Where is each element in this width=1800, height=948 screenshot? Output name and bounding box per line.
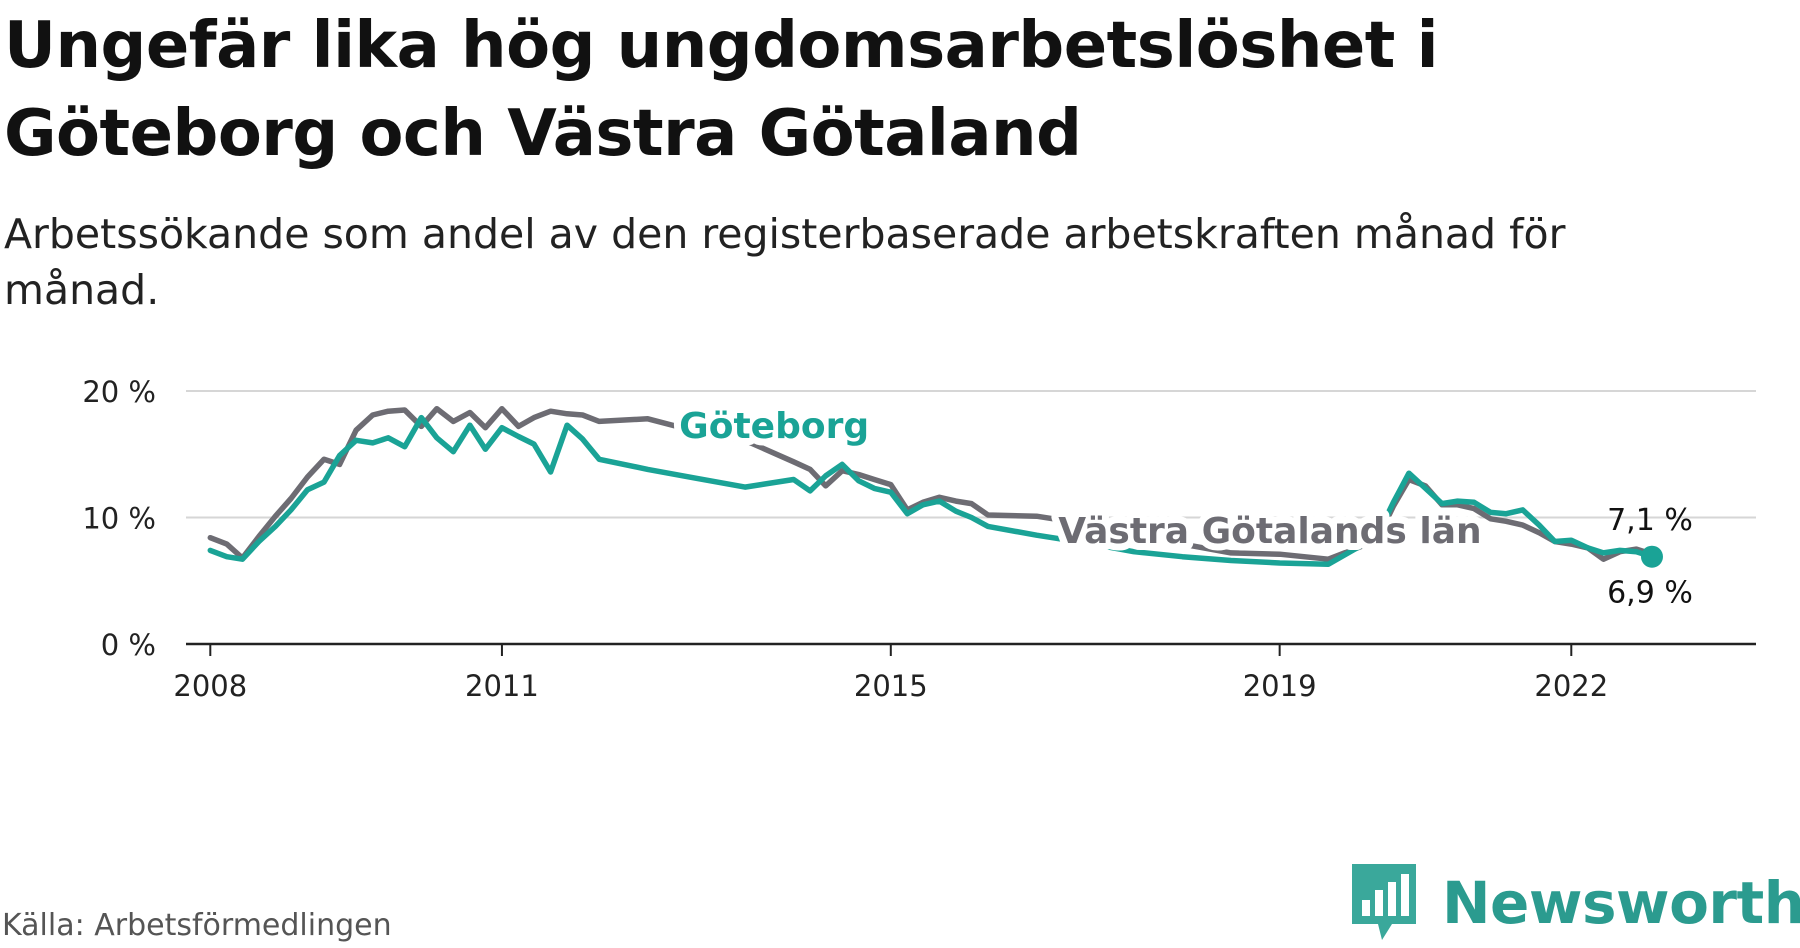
series-label-vastra-gotalands-lan-halo: Västra Götalands län	[1058, 511, 1481, 552]
x-tick-label: 2008	[173, 669, 247, 703]
series-label-goteborg: Göteborg	[679, 406, 869, 447]
series-label-vastra-gotalands-lan: Västra Götalands län	[1058, 511, 1481, 552]
x-tick-label: 2022	[1534, 669, 1608, 703]
newsworthy-logo-icon	[1352, 864, 1416, 940]
brand-name: Newsworthy	[1442, 869, 1800, 937]
end-value-label-goteborg: 6,9 %	[1607, 576, 1693, 611]
series-line-goteborg	[207, 414, 1655, 568]
series-end-point	[1640, 545, 1663, 568]
source-note: Källa: Arbetsförmedlingen	[2, 908, 392, 943]
series-label-goteborg-halo: Göteborg	[679, 406, 869, 447]
axes: 0 % 10 % 20 % 2008 2011 2015 2019 2022	[82, 375, 1756, 703]
grid	[186, 390, 1756, 519]
y-tick-label: 0 %	[101, 628, 156, 662]
series-line-vastra-gotalands-lan	[207, 405, 1655, 562]
brand-logo: Newsworthy	[1348, 860, 1800, 946]
x-tick-label: 2015	[854, 669, 928, 703]
x-tick-label: 2019	[1243, 669, 1317, 703]
series	[207, 405, 1663, 568]
chart-subtitle: Arbetssökande som andel av den registerb…	[4, 210, 1566, 314]
chart-title: Ungefär lika hög ungdomsarbetslöshet i G…	[4, 9, 1439, 171]
y-tick-label: 20 %	[82, 375, 156, 409]
end-value-label-vastra: 7,1 %	[1607, 503, 1693, 538]
y-tick-label: 10 %	[82, 502, 156, 536]
x-tick-label: 2011	[465, 669, 539, 703]
line-chart: 0 % 10 % 20 % 2008 2011 2015 2019 2022 Göteborg…	[82, 375, 1756, 703]
